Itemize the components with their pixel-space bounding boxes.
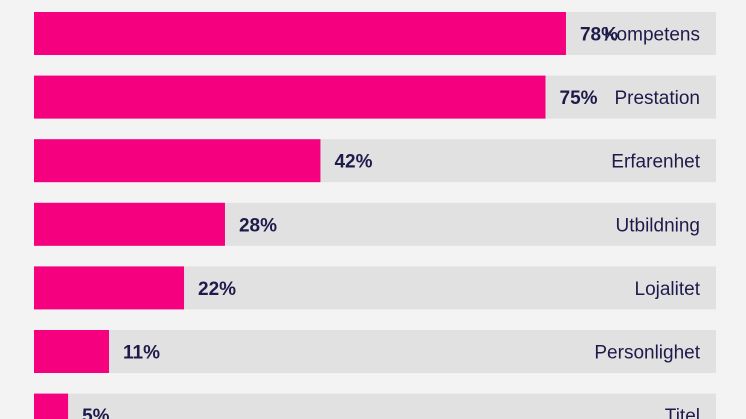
value-label-personlighet: 11%	[123, 343, 160, 364]
bar-track-personlighet	[34, 330, 716, 373]
value-label-utbildning: 28%	[239, 215, 277, 236]
bar-prestation	[34, 75, 546, 119]
bar-kompetens	[34, 12, 566, 55]
category-label-personlighet: Personlighet	[594, 343, 700, 364]
value-label-kompetens: 78%	[580, 25, 618, 46]
category-label-lojalitet: Lojalitet	[635, 279, 701, 300]
bar-personlighet	[34, 330, 110, 373]
category-label-titel: Titel	[665, 406, 700, 419]
value-label-lojalitet: 22%	[198, 279, 236, 300]
bar-track-titel	[34, 393, 716, 419]
category-labels: Kompetens Prestation Erfarenhet Utbildning L…	[594, 25, 700, 419]
bars	[34, 12, 566, 419]
bar-titel	[34, 393, 69, 419]
category-label-prestation: Prestation	[614, 88, 700, 109]
value-label-erfarenhet: 42%	[334, 152, 372, 173]
category-label-kompetens: Kompetens	[604, 25, 700, 46]
bar-lojalitet	[34, 266, 185, 310]
value-label-prestation: 75%	[560, 88, 598, 109]
bar-utbildning	[34, 202, 225, 246]
value-label-titel: 5%	[82, 406, 110, 419]
value-labels: 78% 75% 42% 28% 22% 11% 5%	[82, 25, 618, 419]
bar-erfarenhet	[34, 139, 321, 183]
category-label-utbildning: Utbildning	[616, 215, 701, 236]
category-label-erfarenhet: Erfarenhet	[611, 152, 700, 173]
